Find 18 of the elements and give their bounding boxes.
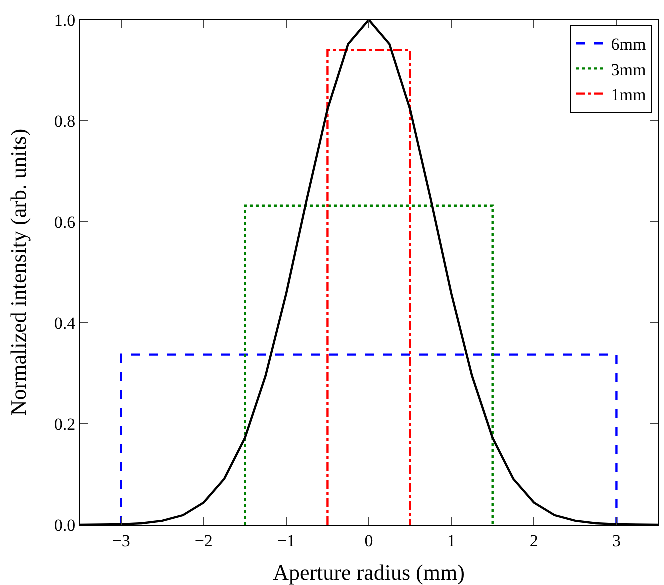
x-tick-label: −2 [194, 531, 213, 550]
y-tick-label: 1.0 [54, 10, 76, 30]
y-axis-title: Normalized intensity (arb. units) [6, 128, 31, 416]
x-tick-label: 3 [612, 531, 621, 550]
x-tick-label: −1 [277, 531, 296, 550]
y-tick-label: 0.2 [54, 414, 76, 434]
legend-label: 3mm [611, 60, 646, 80]
y-tick-label: 0.0 [54, 516, 76, 535]
legend-label: 6mm [611, 35, 646, 54]
x-tick-label: −3 [112, 531, 130, 550]
legend-label: 1mm [611, 85, 646, 104]
x-tick-label: 1 [447, 531, 456, 550]
x-tick-label: 0 [364, 531, 374, 550]
y-tick-label: 0.4 [54, 314, 76, 333]
y-tick-label: 0.8 [54, 112, 76, 131]
x-tick-label: 2 [530, 531, 538, 550]
y-tick-label: 0.6 [54, 212, 76, 232]
x-axis-title: Aperture radius (mm) [273, 560, 465, 585]
